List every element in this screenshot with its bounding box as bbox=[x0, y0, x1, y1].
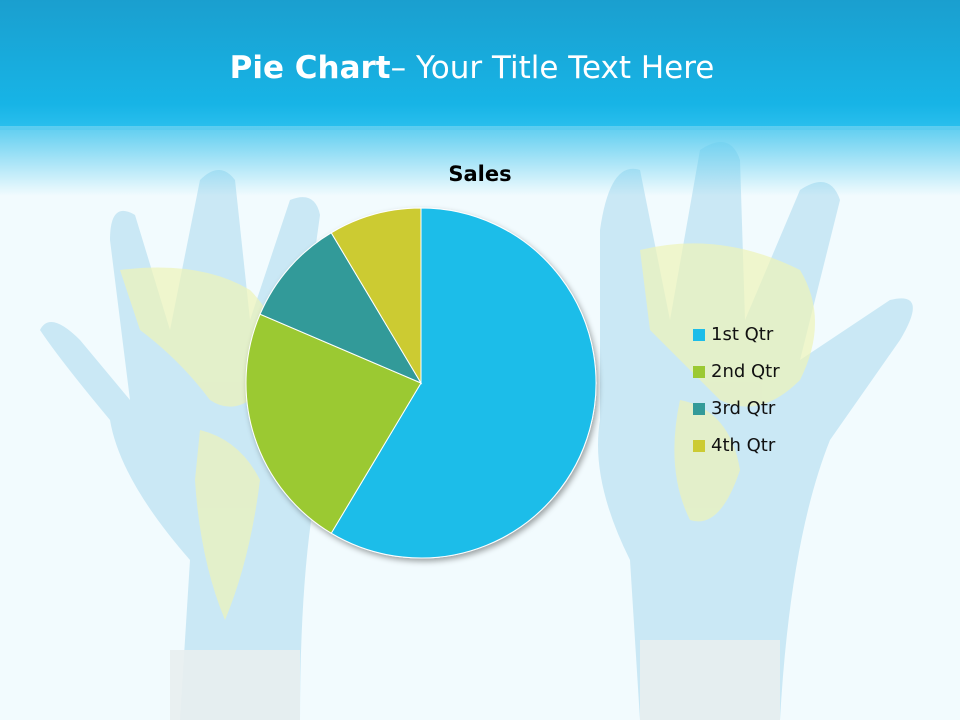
legend-item: 3rd Qtr bbox=[693, 390, 780, 427]
legend-swatch bbox=[693, 402, 705, 415]
legend-label: 2nd Qtr bbox=[711, 361, 780, 382]
legend-swatch bbox=[693, 328, 705, 341]
header-fade bbox=[0, 126, 960, 196]
legend-swatch bbox=[693, 365, 705, 378]
pie-slice-4[interactable] bbox=[330, 207, 422, 385]
pie-slice-1[interactable] bbox=[330, 207, 597, 559]
legend-label: 4th Qtr bbox=[711, 435, 776, 456]
legend-swatch bbox=[693, 439, 705, 452]
pie-slice-2[interactable] bbox=[245, 313, 422, 534]
slide-title[interactable]: Pie Chart– Your Title Text Here bbox=[0, 50, 944, 86]
chart-legend: 1st Qtr 2nd Qtr 3rd Qtr 4th Qtr bbox=[693, 316, 780, 464]
legend-item: 4th Qtr bbox=[693, 427, 780, 464]
header-band bbox=[0, 0, 960, 130]
legend-item: 1st Qtr bbox=[693, 316, 780, 353]
legend-label: 3rd Qtr bbox=[711, 398, 776, 419]
legend-label: 1st Qtr bbox=[711, 324, 774, 345]
slide-title-rest: – Your Title Text Here bbox=[390, 50, 715, 86]
pie-slice-3[interactable] bbox=[259, 232, 423, 385]
slide-title-bold: Pie Chart bbox=[229, 50, 391, 86]
chart-title: Sales bbox=[448, 162, 512, 186]
legend-item: 2nd Qtr bbox=[693, 353, 780, 390]
